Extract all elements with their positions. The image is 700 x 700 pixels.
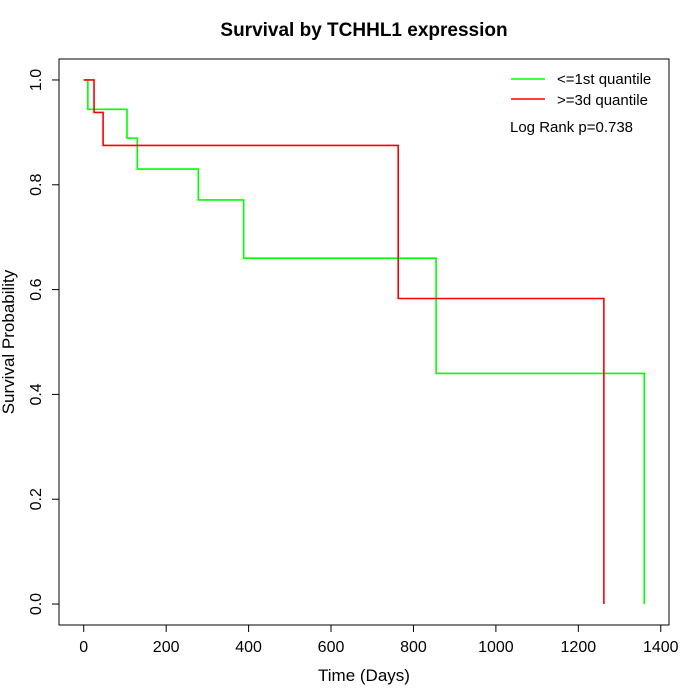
survival-curve-high-expression [83,79,605,605]
x-tick-label: 0 [79,639,88,656]
x-tick-label: 1200 [561,639,597,656]
x-tick-label: 200 [153,639,180,656]
x-tick-label: 600 [318,639,345,656]
y-tick-label: 1.0 [28,69,45,91]
x-tick-label: 400 [235,639,262,656]
y-tick-label: 0.2 [28,488,45,510]
chart-title: Survival by TCHHL1 expression [220,20,507,41]
legend-label-high: >=3d quantile [557,92,648,109]
log-rank-annotation: Log Rank p=0.738 [510,119,633,136]
y-axis: 0.0 0.2 0.4 0.6 0.8 1.0 [28,69,60,615]
x-tick-label: 1400 [643,639,679,656]
legend: <=1st quantile >=3d quantile [511,71,651,109]
x-tick-label: 800 [400,639,427,656]
y-axis-label: Survival Probability [0,269,18,414]
x-tick-label: 1000 [478,639,514,656]
y-tick-label: 0.0 [28,593,45,615]
y-tick-label: 0.8 [28,174,45,196]
plot-frame [58,58,670,626]
x-axis-label: Time (Days) [318,666,410,685]
survival-curve-low-expression [83,79,646,605]
series-layer [83,79,646,605]
x-axis: 0 200 400 600 800 1000 1200 1400 [79,624,679,656]
y-tick-label: 0.4 [28,383,45,405]
legend-label-low: <=1st quantile [557,71,651,88]
y-tick-label: 0.6 [28,278,45,300]
